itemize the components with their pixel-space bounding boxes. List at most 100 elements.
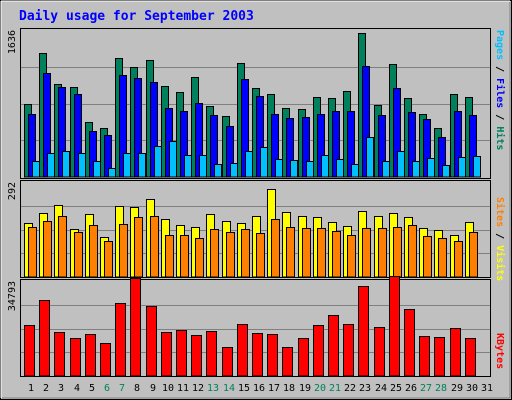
x-tick-label: 24	[375, 383, 387, 394]
legend-entry: /	[494, 108, 505, 126]
bar-sites-day-17	[271, 219, 280, 278]
bar-sites-day-15	[241, 229, 250, 278]
x-tick-label: 12	[192, 383, 204, 394]
x-tick-label: 4	[74, 383, 80, 394]
x-tick-label: 19	[299, 383, 311, 394]
legend-entry: KBytes	[494, 333, 505, 369]
x-tick-label: 17	[268, 383, 280, 394]
bar-sites-day-29	[454, 241, 463, 278]
bar-kbytes-day-30	[465, 338, 476, 377]
ymax-label-kbytes: 34793	[7, 281, 18, 311]
bar-pages-day-5	[93, 161, 101, 178]
x-tick-label: 27	[420, 383, 432, 394]
bar-kbytes-day-7	[115, 303, 126, 377]
bar-kbytes-day-21	[328, 315, 339, 377]
x-tick-label: 5	[89, 383, 95, 394]
bar-pages-day-15	[245, 151, 253, 178]
x-tick-label: 30	[466, 383, 478, 394]
x-tick-label: 13	[207, 383, 219, 394]
x-tick-label: 25	[390, 383, 402, 394]
legend-entry: /	[494, 227, 505, 245]
x-tick-label: 3	[58, 383, 64, 394]
bar-pages-day-2	[47, 153, 55, 178]
bar-sites-day-3	[58, 216, 67, 278]
bar-kbytes-day-3	[54, 332, 65, 377]
bar-sites-day-30	[469, 232, 478, 278]
legend-entry: Files	[494, 78, 506, 108]
bar-kbytes-day-8	[130, 278, 141, 377]
bar-kbytes-day-5	[85, 334, 96, 377]
bar-kbytes-day-19	[298, 338, 309, 377]
bar-kbytes-day-4	[70, 338, 81, 377]
bar-pages-day-20	[321, 155, 329, 178]
x-tick-label: 21	[329, 383, 341, 394]
bar-pages-day-27	[427, 158, 435, 178]
bar-kbytes-day-6	[100, 343, 111, 377]
legend-entry: /	[494, 60, 505, 78]
bar-kbytes-day-24	[374, 327, 385, 377]
bar-sites-day-13	[210, 229, 219, 278]
x-tick-label: 31	[481, 383, 493, 394]
x-tick-label: 11	[177, 383, 189, 394]
x-tick-label: 28	[435, 383, 447, 394]
bar-pages-day-22	[351, 164, 359, 178]
chart-title: Daily usage for September 2003	[19, 9, 254, 24]
bar-kbytes-day-14	[222, 347, 233, 377]
bar-pages-day-23	[366, 137, 374, 178]
x-tick-label: 23	[359, 383, 371, 394]
bar-pages-day-28	[442, 165, 450, 178]
bar-kbytes-day-11	[176, 330, 187, 377]
bar-kbytes-day-26	[404, 309, 415, 377]
bar-sites-day-19	[302, 228, 311, 278]
bar-kbytes-day-9	[146, 306, 157, 377]
bar-sites-day-5	[89, 225, 98, 278]
bar-kbytes-day-18	[282, 347, 293, 377]
x-tick-label: 14	[223, 383, 235, 394]
bar-sites-day-21	[332, 231, 341, 278]
x-tick-label: 16	[253, 383, 265, 394]
bar-pages-day-30	[473, 156, 481, 178]
x-axis-labels: 1 2 3 4 5 6 7 8 9 10 11 12 13 14 15 16 17 18 19 20 21 22 23 24 2…	[28, 383, 493, 394]
bar-sites-day-14	[226, 232, 235, 278]
x-tick-label: 1	[28, 383, 34, 394]
bar-kbytes-day-29	[450, 328, 461, 377]
bar-sites-day-27	[423, 236, 432, 278]
legend-hits-files-pages: Pages / Files / Hits	[494, 30, 506, 150]
bar-sites-day-8	[134, 217, 143, 278]
bar-kbytes-day-2	[39, 300, 50, 377]
x-tick-label: 2	[43, 383, 49, 394]
x-tick-label: 15	[238, 383, 250, 394]
bars-layer	[24, 33, 481, 377]
bar-pages-day-4	[78, 153, 86, 178]
x-tick-label: 8	[134, 383, 140, 394]
bar-sites-day-18	[286, 227, 295, 278]
bar-kbytes-day-20	[313, 325, 324, 377]
bar-pages-day-29	[458, 157, 466, 178]
bar-pages-day-3	[62, 151, 70, 178]
bar-sites-day-20	[317, 228, 326, 278]
ymax-label-hits: 1636	[7, 30, 18, 54]
bar-sites-day-12	[195, 238, 204, 278]
legend-entry: Visits	[494, 245, 506, 281]
bar-pages-day-19	[306, 161, 314, 178]
bar-pages-day-24	[382, 161, 390, 178]
bar-pages-day-11	[184, 155, 192, 178]
bar-pages-day-25	[397, 151, 405, 178]
bar-sites-day-16	[256, 233, 265, 278]
bar-pages-day-8	[138, 153, 146, 178]
x-tick-label: 9	[150, 383, 156, 394]
legend-entry: Pages	[494, 30, 505, 60]
panel-frame-top	[20, 28, 491, 179]
bar-sites-day-25	[393, 227, 402, 278]
bar-pages-day-14	[230, 163, 238, 178]
legend-entry: Hits	[494, 126, 506, 150]
bar-sites-day-1	[28, 227, 37, 278]
bar-kbytes-day-12	[191, 335, 202, 377]
bar-pages-day-21	[336, 159, 344, 178]
legend-entry: Sites	[494, 197, 506, 227]
legend-kbytes: KBytes	[494, 333, 505, 369]
bar-kbytes-day-15	[237, 324, 248, 377]
bar-sites-day-9	[150, 216, 159, 278]
bar-kbytes-day-22	[343, 324, 354, 377]
bar-sites-day-26	[408, 225, 417, 278]
